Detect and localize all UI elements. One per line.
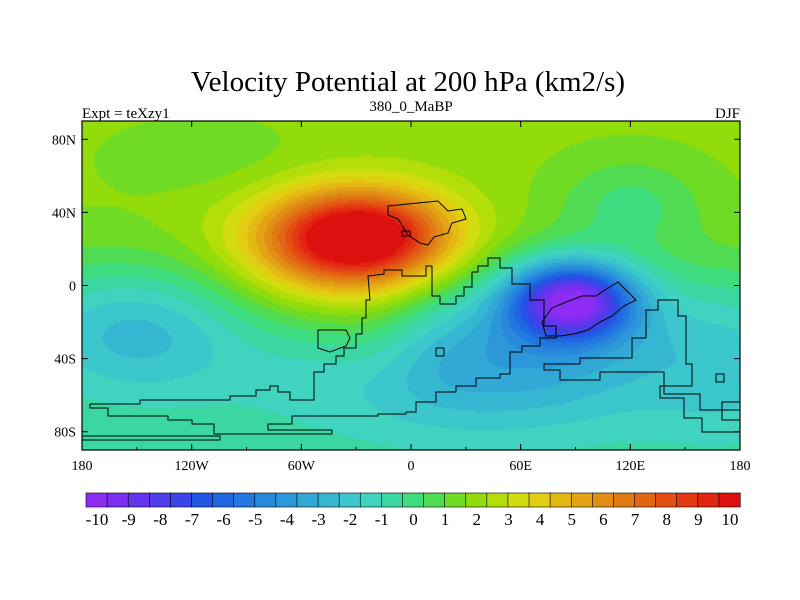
colorbar: -10 -9 -8 -7 -6 -5 -4 -3 -2 -1 0 1 2 3 4 5 6 7 8 9 10	[85, 492, 741, 529]
colorbar-label: 6	[599, 510, 608, 529]
colorbar-label: -6	[217, 510, 231, 529]
colorbar-swatch	[106, 492, 129, 508]
colorbar-label: 0	[409, 510, 418, 529]
coastline-australia	[543, 299, 741, 433]
colorbar-label: -10	[86, 510, 109, 529]
colorbar-swatch	[549, 492, 572, 508]
x-tick-label: 120W	[175, 459, 210, 474]
x-tick-label: 120E	[616, 459, 646, 474]
colorbar-swatch	[338, 492, 361, 508]
coastline-madagascar	[435, 347, 445, 357]
colorbar-label: -1	[375, 510, 389, 529]
colorbar-swatch	[444, 492, 467, 508]
subtitle-right: DJF	[715, 106, 740, 122]
x-axis: 180 120W 60W 0 60E 120E 180	[72, 121, 751, 474]
colorbar-label: 5	[568, 510, 577, 529]
y-tick-label: 80S	[54, 426, 76, 441]
colorbar-label: -8	[153, 510, 167, 529]
colorbar-swatch	[402, 492, 425, 508]
colorbar-label: -5	[248, 510, 262, 529]
y-tick-label: 0	[69, 280, 76, 295]
colorbar-swatch	[465, 492, 488, 508]
colorbar-label: -3	[311, 510, 325, 529]
colorbar-swatch	[296, 492, 319, 508]
colorbar-label: 3	[504, 510, 513, 529]
colorbar-swatch	[718, 492, 741, 508]
colorbar-swatch	[528, 492, 551, 508]
x-tick-label: 0	[408, 459, 415, 474]
colorbar-label: 4	[536, 510, 545, 529]
colorbar-swatch	[85, 492, 108, 508]
x-tick-label: 180	[72, 459, 93, 474]
colorbar-swatch	[191, 492, 214, 508]
colorbar-swatch	[254, 492, 277, 508]
colorbar-swatch	[655, 492, 678, 508]
colorbar-label: -4	[280, 510, 295, 529]
y-tick-label: 40N	[52, 206, 76, 221]
y-axis: 80N 40N 0 40S 80S	[52, 133, 740, 441]
colorbar-label: 2	[473, 510, 482, 529]
colorbar-swatch	[570, 492, 593, 508]
colorbar-label: 10	[722, 510, 739, 529]
colorbar-swatch	[317, 492, 340, 508]
colorbar-swatch	[486, 492, 509, 508]
velocity-potential-field	[82, 121, 740, 450]
colorbar-label: 1	[441, 510, 450, 529]
colorbar-swatch	[148, 492, 171, 508]
colorbar-label: 8	[662, 510, 671, 529]
coastline-africa	[89, 257, 557, 435]
coastline-southeast-asia	[541, 281, 637, 337]
colorbar-swatch	[634, 492, 657, 508]
colorbar-swatch	[697, 492, 720, 508]
colorbar-swatch	[275, 492, 298, 508]
colorbar-swatch	[381, 492, 404, 508]
coastline-eurasia	[387, 200, 467, 246]
colorbar-swatch	[233, 492, 256, 508]
colorbar-swatch	[170, 492, 193, 508]
colorbar-label: 7	[631, 510, 640, 529]
colorbar-swatch	[592, 492, 615, 508]
x-tick-label: 60E	[509, 459, 532, 474]
x-tick-label: 60W	[288, 459, 316, 474]
colorbar-swatch	[676, 492, 699, 508]
colorbar-swatch	[423, 492, 446, 508]
map-panel: 180 120W 60W 0 60E 120E 180 80N 40N 0 40S 80S	[52, 120, 751, 474]
coastline-new-zealand	[715, 373, 725, 383]
colorbar-swatch	[212, 492, 235, 508]
colorbar-swatch	[613, 492, 636, 508]
colorbar-label: -9	[122, 510, 136, 529]
x-tick-label: 180	[730, 459, 751, 474]
colorbar-label: -7	[185, 510, 200, 529]
colorbar-swatch	[359, 492, 382, 508]
chart-title: Velocity Potential at 200 hPa (km2/s)	[191, 66, 625, 98]
subtitle-center: 380_0_MaBP	[369, 99, 452, 115]
y-tick-label: 80N	[52, 133, 76, 148]
colorbar-label: -2	[343, 510, 357, 529]
colorbar-label: 9	[694, 510, 703, 529]
coastline-south-america	[317, 329, 351, 353]
subtitle-left: Expt = teXzy1	[82, 106, 170, 122]
colorbar-swatch	[507, 492, 530, 508]
coastline-island-mediterranean	[401, 230, 411, 237]
colorbar-swatch	[127, 492, 150, 508]
y-tick-label: 40S	[54, 353, 76, 368]
